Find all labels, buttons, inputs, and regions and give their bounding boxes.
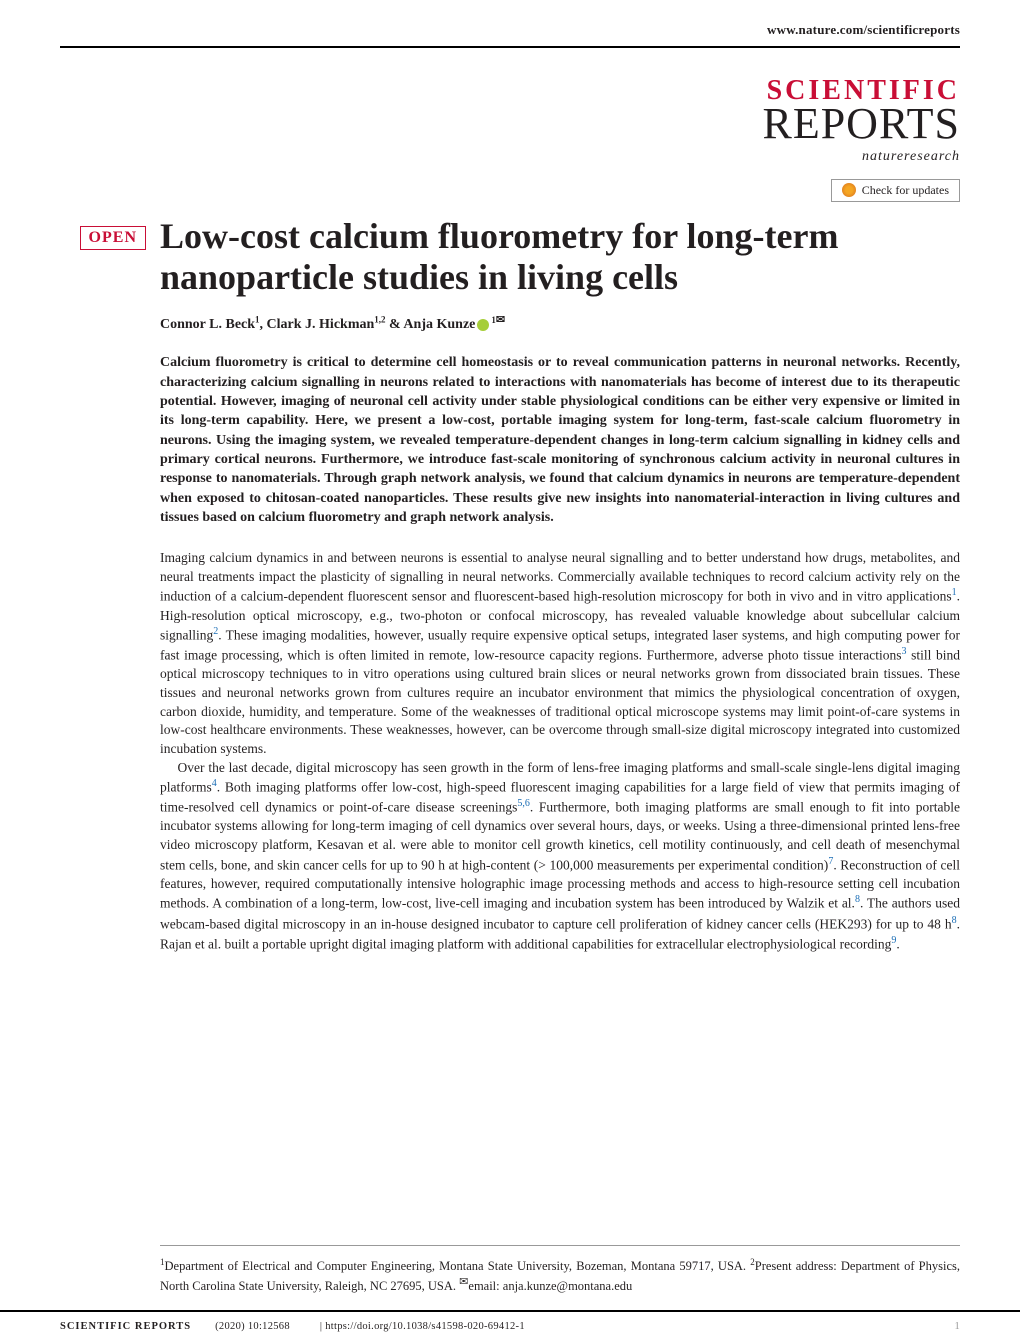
top-rule — [60, 46, 960, 48]
nature-research-label: natureresearch — [762, 149, 960, 165]
open-access-badge: OPEN — [80, 226, 146, 250]
body-text: Imaging calcium dynamics in and between … — [160, 549, 960, 954]
journal-logo: SCIENTIFIC REPORTS natureresearch Check … — [762, 78, 960, 202]
corresponding-email[interactable]: anja.kunze@montana.edu — [503, 1280, 633, 1294]
authors-names: Connor L. Beck1, Clark J. Hickman1,2 & A… — [160, 317, 475, 332]
email-label: email: — [468, 1280, 502, 1294]
article-title: Low-cost calcium fluorometry for long-te… — [160, 216, 960, 299]
header: SCIENTIFIC REPORTS natureresearch Check … — [60, 78, 960, 202]
article-body: Low-cost calcium fluorometry for long-te… — [160, 216, 960, 954]
paragraph-2: Over the last decade, digital microscopy… — [160, 759, 960, 954]
authors: Connor L. Beck1, Clark J. Hickman1,2 & A… — [160, 313, 960, 334]
footer-journal: SCIENTIFIC REPORTS — [60, 1321, 191, 1332]
open-access-column: OPEN — [60, 216, 146, 954]
footer-page-number: 1 — [954, 1321, 960, 1332]
affiliations: 1Department of Electrical and Computer E… — [160, 1245, 960, 1296]
orcid-icon[interactable] — [477, 319, 489, 331]
envelope-icon[interactable]: ✉ — [496, 313, 505, 326]
check-updates-icon — [842, 183, 856, 197]
ref-link-56[interactable]: 5,6 — [517, 798, 530, 809]
footer-citation: (2020) 10:12568 — [215, 1321, 290, 1332]
journal-url[interactable]: www.nature.com/scientificreports — [60, 22, 960, 38]
journal-logo-reports: REPORTS — [762, 103, 960, 145]
footer-doi[interactable]: | https://doi.org/10.1038/s41598-020-694… — [320, 1321, 525, 1332]
envelope-icon-affil: ✉ — [459, 1275, 468, 1290]
page: www.nature.com/scientificreports SCIENTI… — [0, 0, 1020, 1340]
article-main: OPEN Low-cost calcium fluorometry for lo… — [60, 216, 960, 954]
page-footer: SCIENTIFIC REPORTS (2020) 10:12568 | htt… — [0, 1310, 1020, 1340]
abstract: Calcium fluorometry is critical to deter… — [160, 353, 960, 527]
check-updates-button[interactable]: Check for updates — [831, 179, 960, 202]
check-updates-label: Check for updates — [862, 183, 949, 198]
affiliation-1: Department of Electrical and Computer En… — [165, 1259, 751, 1273]
paragraph-1: Imaging calcium dynamics in and between … — [160, 549, 960, 758]
